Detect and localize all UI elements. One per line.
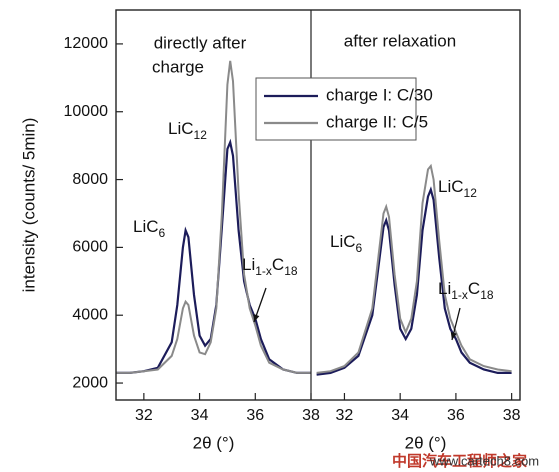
series-line	[116, 60, 311, 374]
x-tick-label: 38	[302, 407, 320, 424]
x-tick-label: 36	[447, 407, 465, 424]
y-axis-label: intensity (counts/ 5min)	[19, 118, 38, 293]
panel-title: directly after	[154, 33, 247, 52]
legend-box	[255, 77, 417, 141]
peak-label-main: Li	[438, 279, 451, 298]
x-tick-label: 36	[246, 407, 264, 424]
x-tick-label: 34	[191, 407, 209, 424]
peak-label: LiC6	[330, 232, 363, 255]
peak-label-sub: 6	[356, 241, 363, 255]
peak-label-main: LiC	[330, 232, 356, 251]
peak-label-sub: 6	[159, 226, 166, 240]
peak-label-sub: 18	[480, 288, 494, 302]
legend-label: charge II: C/5	[326, 112, 428, 131]
plot-frame	[115, 9, 521, 401]
peak-label-main: LiC	[133, 217, 159, 236]
y-tick-label: 4000	[72, 306, 108, 323]
x-axis-label: 2θ (°)	[405, 433, 447, 452]
panel-title: after relaxation	[344, 31, 456, 50]
x-tick-label: 34	[391, 407, 409, 424]
legend-label: charge I: C/30	[326, 85, 433, 104]
series-line	[316, 186, 512, 376]
y-tick-label: 6000	[72, 239, 108, 256]
peak-label-main: LiC	[438, 177, 464, 196]
peak-label-main: Li	[242, 255, 255, 274]
peak-label-sub: 18	[284, 264, 298, 278]
y-tick-label: 2000	[72, 374, 108, 391]
peak-label: LiC12	[438, 177, 477, 200]
y-tick-label: 12000	[64, 35, 109, 52]
x-tick-label: 32	[336, 407, 354, 424]
peak-label-sub: 1-x	[451, 288, 468, 302]
panel-title: charge	[152, 57, 204, 76]
series-line	[316, 163, 512, 374]
peak-label-sub: 1-x	[255, 264, 272, 278]
x-tick-label: 32	[135, 407, 153, 424]
watermark-url: www.cartech8.com	[429, 453, 539, 468]
peak-label: LiC6	[133, 217, 166, 240]
arrow-head	[450, 332, 457, 340]
peak-label-sub: 12	[194, 128, 208, 142]
peak-label-main: C	[468, 279, 480, 298]
x-axis-label: 2θ (°)	[193, 433, 235, 452]
arrow-head	[253, 314, 260, 322]
x-tick-label: 38	[503, 407, 521, 424]
y-tick-label: 8000	[72, 171, 108, 188]
peak-label: Li1-xC18	[438, 279, 494, 302]
peak-label-main: C	[272, 255, 284, 274]
peak-label: LiC12	[168, 119, 207, 142]
peak-label: Li1-xC18	[242, 255, 298, 278]
peak-label-sub: 12	[464, 186, 478, 200]
watermark: 中国汽车工程师之家	[392, 452, 527, 470]
peak-label-main: LiC	[168, 119, 194, 138]
y-tick-label: 10000	[64, 103, 109, 120]
